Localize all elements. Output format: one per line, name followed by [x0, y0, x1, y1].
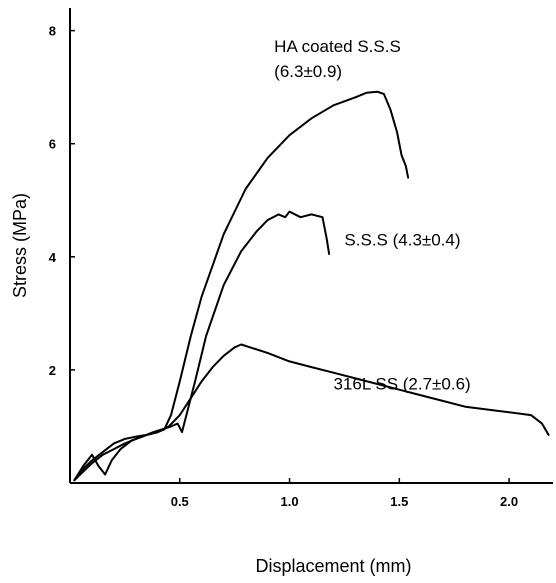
series-label-316l: 316L SS (2.7±0.6)	[333, 375, 470, 394]
x-axis-title: Displacement (mm)	[255, 556, 411, 576]
x-tick-label: 1.5	[390, 494, 408, 509]
y-axis-title: Stress (MPa)	[10, 193, 30, 298]
series-label-ha-coated: (6.3±0.9)	[274, 62, 342, 81]
axis-ticks: 2 4 6 8 0.5 1.0 1.5 2.0	[49, 24, 518, 509]
x-tick-label: 0.5	[171, 494, 189, 509]
y-tick-label: 4	[49, 250, 57, 265]
y-tick-label: 8	[49, 24, 56, 39]
series-line-ha-coated	[73, 90, 410, 482]
series-group	[73, 90, 550, 482]
plot-area	[69, 8, 553, 484]
y-tick-label: 2	[49, 363, 56, 378]
series-annotations: HA coated S.S.S (6.3±0.9) S.S.S (4.3±0.4) 3…	[274, 37, 471, 394]
x-tick-label: 2.0	[500, 494, 518, 509]
x-tick-label: 1.0	[281, 494, 299, 509]
series-line-sss	[73, 210, 331, 482]
series-line-316l	[73, 343, 550, 482]
series-label-sss: S.S.S (4.3±0.4)	[344, 231, 460, 250]
y-tick-label: 6	[49, 137, 56, 152]
series-label-ha-coated: HA coated S.S.S	[274, 37, 401, 56]
